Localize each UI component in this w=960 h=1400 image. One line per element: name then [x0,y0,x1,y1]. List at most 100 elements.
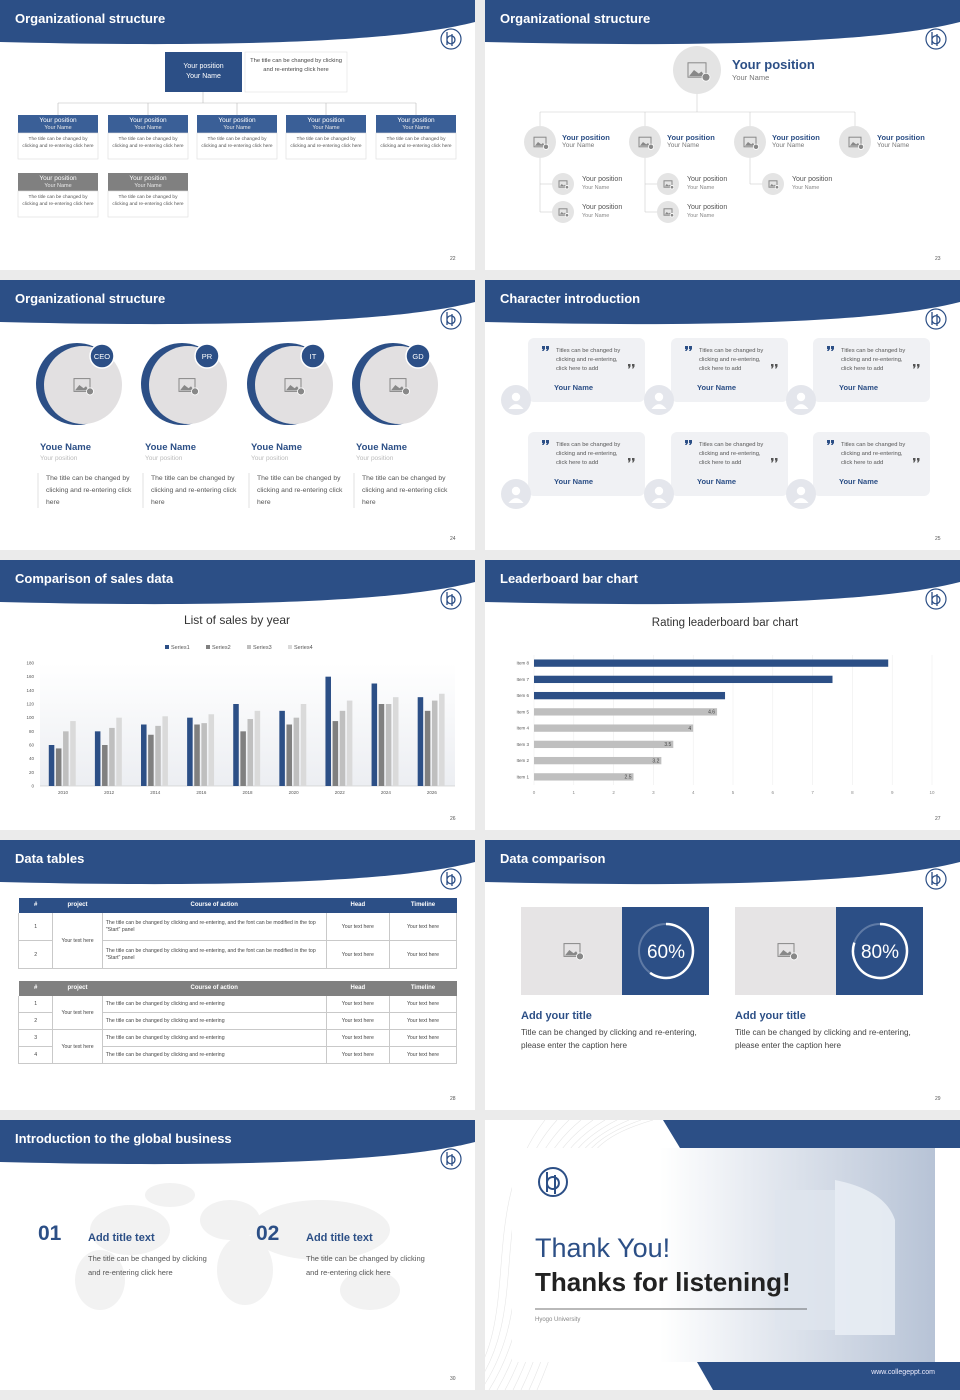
slide-title: Organizational structure [15,11,166,26]
branch-name: Your Name [667,142,700,149]
child-name: Your Name [687,213,715,219]
box-body [107,190,189,218]
child-position: Your position [582,176,623,183]
x-tick-label: 7 [811,790,814,795]
logo [925,868,947,890]
card-text: Titles can be changed by clicking and re… [556,348,621,372]
x-tick-label: 3 [652,790,655,795]
project-cell: Your text here [52,912,103,969]
logo [925,28,947,50]
header-band [485,840,960,885]
table-row: 1 Your text here The title can be changed … [17,912,457,969]
map-shape [145,1183,195,1207]
y-tick-label: 0 [31,784,34,789]
image-icon [647,143,655,150]
x-tick-label: 2016 [196,790,207,795]
item-number: 02 [256,1222,280,1245]
header-band [0,840,475,885]
x-tick-label: 2 [612,790,615,795]
row-number: 1 [17,995,54,1013]
logo [440,868,462,890]
person-name: Youe Name [145,442,197,453]
image-icon [180,385,194,391]
bar [240,731,246,786]
quote-open [827,346,834,351]
x-tick-label: 10 [929,790,935,795]
image-icon [576,952,584,961]
x-tick-label: 2024 [381,790,392,795]
box-name: Your Name [134,183,162,189]
bar [201,723,207,786]
image-icon [689,70,705,77]
logo [440,1148,462,1170]
logo [925,308,947,330]
image-icon [850,142,860,146]
y-tick-label: 80 [29,729,35,734]
image-icon [640,142,650,146]
logo-mark [931,592,941,606]
box-name: Your Name [223,125,251,131]
image-icon [848,136,862,148]
child-photo [552,201,574,223]
y-tick-label: 160 [26,674,34,679]
branch-photo [839,126,871,158]
card [671,338,788,402]
slide-graphics [0,840,475,890]
quote-close [913,364,920,369]
bar [286,724,293,786]
card-text: Title can be changed by clicking and re-… [735,1028,911,1050]
page-number: 29 [935,1096,941,1102]
legend-label: Series1 [171,645,190,651]
quote-close [771,458,778,463]
card [671,432,788,496]
person-name: Youe Name [40,442,92,453]
quote-close [628,364,635,369]
image-icon [558,208,568,216]
card [528,338,645,402]
top-position: Your position [732,57,815,72]
bar [534,724,694,732]
image-icon [564,213,570,218]
bar [378,704,385,786]
image-icon [560,212,566,215]
value-label: 3.5 [664,742,671,748]
header-band [0,280,475,325]
box-position: Your position [218,117,256,124]
legend-swatch [288,645,292,649]
person-text: The title can be changed by clicking and… [257,475,343,506]
table-row: 2 The title can be changed by clicking an… [17,1012,457,1030]
quote-close [771,364,778,369]
header-cell: # [33,902,38,908]
item-title: Add title text [306,1232,373,1244]
image-icon [178,378,196,392]
heading: Thank You! [535,1233,671,1263]
image-icon [669,213,675,218]
box-name: Your Name [44,183,72,189]
avatar-head [511,486,521,496]
table-row: 2 The title can be changed by clicking an… [17,940,457,969]
row-number: 1 [17,912,54,941]
slide: Organizational structure 23 Your position Y… [485,0,960,270]
bar [339,710,346,786]
bar [431,700,438,786]
header-cell: Timeline [410,902,436,908]
y-tick-label: 100 [26,715,34,720]
bar [208,714,215,786]
value-label: 60% [647,942,685,963]
data-table: # project Course of action Head Timeline 1 You… [17,980,457,1064]
slide-title: Character introduction [500,291,641,306]
box-header [18,173,98,191]
slide-graphics: 60% 80% [485,840,960,995]
badge-text: IT [309,352,317,361]
header-band [485,0,960,45]
box-text: The title can be changed by clicking and… [380,137,452,149]
slide-title: Organizational structure [500,11,651,26]
bar [325,676,331,786]
child-position: Your position [582,204,623,211]
x-tick-label: 9 [891,790,894,795]
page-number: 27 [935,816,941,822]
image-icon [779,950,793,956]
item-number: 01 [38,1222,62,1245]
image-panel [735,907,836,995]
avatar-body [793,498,809,503]
